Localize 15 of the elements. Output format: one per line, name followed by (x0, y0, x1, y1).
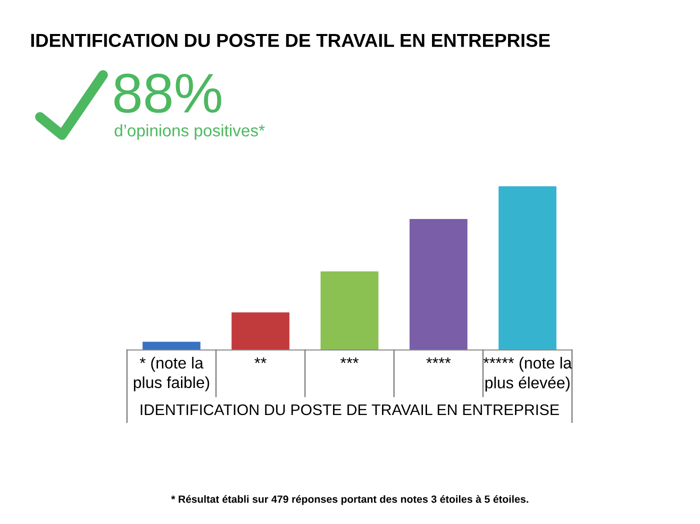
x-tick-label: ** (254, 357, 266, 364)
bar (232, 312, 290, 350)
x-tick-label: ***** (note la plus élevée) (483, 356, 572, 392)
x-tick-label: *** (340, 357, 359, 364)
bar (142, 342, 200, 350)
x-tick-label: **** (426, 357, 451, 364)
x-axis-title: IDENTIFICATION DU POSTE DE TRAVAIL EN ENTREPRISE (140, 404, 559, 416)
bar (320, 271, 378, 350)
bar (410, 218, 468, 350)
x-tick-label: * (note la plus faible) (134, 356, 210, 392)
bar (498, 186, 556, 350)
chart-title: IDENTIFICATION DU POSTE DE TRAVAIL EN ENTREPRISE (31, 34, 550, 48)
text: 88% (114, 74, 222, 113)
text: * Résultat établi sur 479 réponses portant des notes 3 étoiles à 5 étoiles. (171, 495, 528, 505)
text: d’opinions positives* (114, 124, 265, 140)
